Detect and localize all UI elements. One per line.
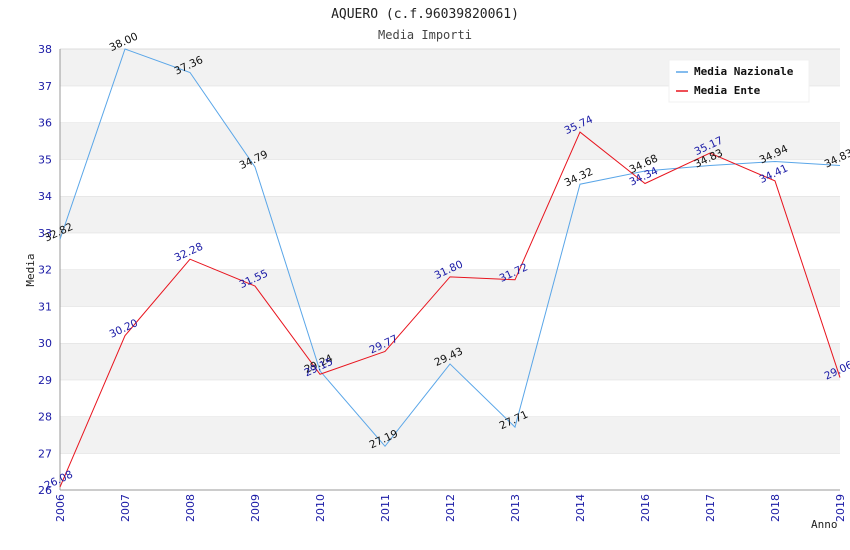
grid-band (60, 343, 840, 380)
x-tick-label: 2018 (769, 494, 782, 522)
y-tick-label: 31 (38, 300, 52, 313)
y-tick-label: 33 (38, 227, 52, 240)
y-tick-label: 27 (38, 447, 52, 460)
series-line-media-ente (59, 131, 841, 488)
x-tick-labels: 2006 2007 2008 2009 2010 2011 2012 2013 2014 2016… (54, 494, 847, 522)
y-tick-label: 36 (38, 117, 52, 130)
grid-band (60, 122, 840, 160)
x-tick-label: 2013 (509, 494, 522, 522)
chart-subtitle: Media Importi (378, 28, 472, 42)
legend-label-media-ente: Media Ente (694, 84, 761, 97)
grid-band (60, 453, 840, 490)
grid-band (60, 269, 840, 307)
x-tick-label: 2019 (834, 494, 847, 522)
series-line-media-nazionale (59, 48, 841, 448)
y-tick-label: 26 (38, 484, 52, 497)
y-tick-labels: 26 27 28 29 30 31 32 33 34 35 36 37 38 (38, 43, 52, 497)
legend-box (668, 59, 810, 103)
legend: Media Nazionale Media Ente (668, 59, 810, 103)
x-tick-label: 2008 (184, 494, 197, 522)
x-tick-label: 2012 (444, 494, 457, 522)
x-tick-label: 2017 (704, 494, 717, 522)
x-tick-label: 2014 (574, 494, 587, 522)
y-tick-label: 30 (38, 337, 52, 350)
grid-band (60, 196, 840, 233)
grid-band (60, 379, 840, 417)
x-tick-label: 2016 (639, 494, 652, 522)
x-tick-label: 2006 (54, 494, 67, 522)
y-axis-label: Media (24, 253, 37, 286)
y-tick-label: 35 (38, 153, 52, 166)
grid-band (60, 232, 840, 270)
legend-label-media-nazionale: Media Nazionale (694, 65, 794, 78)
grid-band (60, 416, 840, 454)
y-tick-label: 32 (38, 264, 52, 277)
y-tick-label: 37 (38, 80, 52, 93)
x-tick-label: 2011 (379, 494, 392, 522)
x-tick-label: 2009 (249, 494, 262, 522)
y-tick-label: 28 (38, 411, 52, 424)
x-axis-label: Anno (811, 518, 838, 531)
x-tick-label: 2007 (119, 494, 132, 522)
y-tick-label: 29 (38, 374, 52, 387)
series-lines (59, 48, 841, 488)
chart-title: AQUERO (c.f.96039820061) (331, 7, 519, 22)
grid-band (60, 306, 840, 343)
y-tick-label: 38 (38, 43, 52, 56)
y-tick-label: 34 (38, 190, 52, 203)
x-tick-label: 2010 (314, 494, 327, 522)
